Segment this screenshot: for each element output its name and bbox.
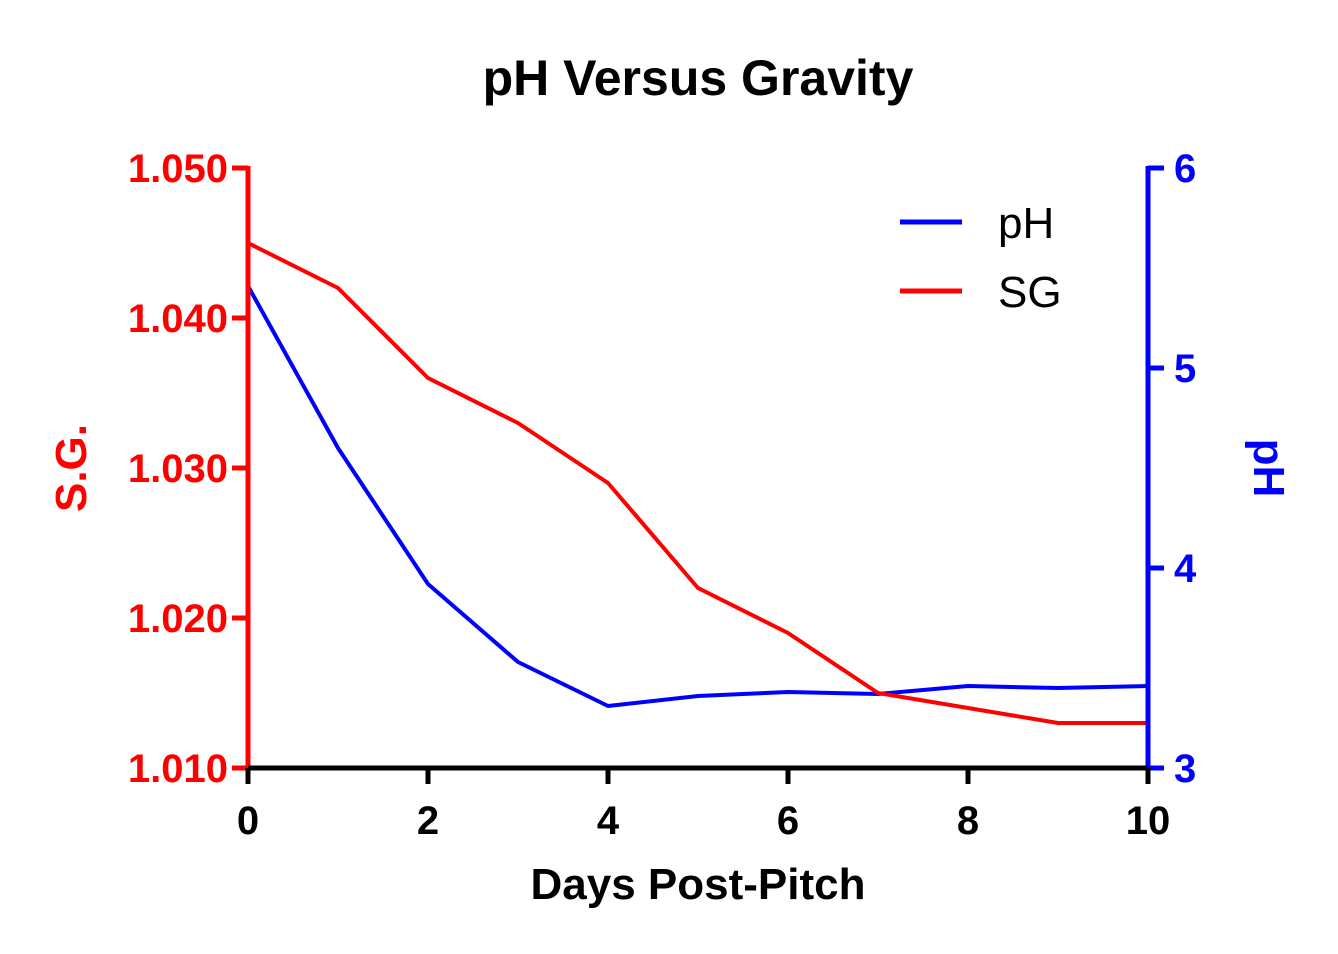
chart-title: pH Versus Gravity (483, 50, 914, 106)
legend-label-ph: pH (998, 199, 1054, 248)
plot-lines (246, 241, 1149, 725)
right-axis-tick-label: 6 (1174, 147, 1196, 191)
y-axis-right-label: pH (1244, 439, 1293, 498)
left-axis-tick-label: 1.020 (128, 597, 228, 641)
x-axis-tick-label: 4 (597, 799, 620, 843)
left-axis-tick-label: 1.050 (128, 147, 228, 191)
x-axis-tick-label: 8 (957, 799, 979, 843)
left-axis-tick-label: 1.030 (128, 447, 228, 491)
left-y-axis: 1.010 1.020 1.030 1.040 1.050 (128, 147, 251, 791)
left-axis-tick-label: 1.010 (128, 747, 228, 791)
left-axis-tick-label: 1.040 (128, 297, 228, 341)
x-axis-tick-label: 10 (1126, 799, 1171, 843)
series-line-ph (246, 285, 1149, 708)
right-axis-tick-label: 4 (1174, 547, 1197, 591)
right-y-axis: 3 4 5 6 (1145, 147, 1197, 791)
right-axis-tick-label: 5 (1174, 347, 1196, 391)
series-line-sg (247, 241, 1148, 725)
x-axis-label: Days Post-Pitch (531, 860, 866, 909)
right-axis-tick-label: 3 (1174, 747, 1196, 791)
x-axis-tick-label: 0 (237, 799, 259, 843)
legend: pH SG (900, 199, 1062, 317)
y-axis-left-label: S.G. (47, 424, 96, 512)
x-axis: 0 2 4 6 8 10 (237, 765, 1171, 843)
legend-label-sg: SG (998, 268, 1062, 317)
x-axis-tick-label: 6 (777, 799, 799, 843)
x-axis-tick-label: 2 (417, 799, 439, 843)
